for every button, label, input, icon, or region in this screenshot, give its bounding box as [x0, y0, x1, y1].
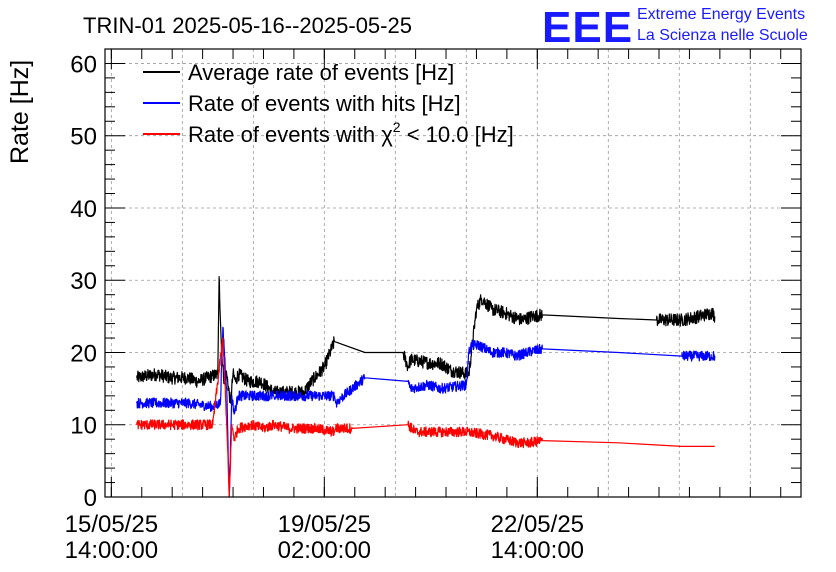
series-line-0 — [136, 276, 716, 404]
legend-label-hits: Rate of events with hits [Hz] — [188, 91, 461, 116]
legend: Average rate of events [Hz] Rate of even… — [143, 60, 514, 147]
y-tick-label: 30 — [70, 268, 97, 295]
chart-title: TRIN-01 2025-05-16--2025-05-25 — [83, 13, 412, 38]
y-axis: 0 10 20 30 40 50 60 — [70, 51, 801, 512]
legend-chi2-sup: 2 — [393, 119, 401, 135]
legend-item-hits: Rate of events with hits [Hz] — [143, 91, 461, 116]
x-tick-label-time: 14:00:00 — [65, 537, 158, 564]
y-tick-label: 40 — [70, 196, 97, 223]
brand-line-2: La Scienza nelle Scuole — [637, 27, 808, 44]
minor-ticks — [105, 48, 801, 497]
brand-line-1: Extreme Energy Events — [637, 6, 805, 23]
x-tick-label-time: 02:00:00 — [278, 537, 371, 564]
series-layer — [136, 276, 716, 498]
y-tick-label: 20 — [70, 340, 97, 367]
x-tick-label-date: 19/05/25 — [278, 511, 371, 538]
y-axis-label: Rate [Hz] — [6, 60, 34, 164]
legend-chi2-suffix: < 10.0 [Hz] — [401, 122, 514, 147]
plot-frame — [104, 48, 802, 498]
eee-logo: EEE Extreme Energy Events La Scienza nel… — [542, 3, 808, 52]
x-tick-label-date: 22/05/25 — [491, 511, 584, 538]
grid-lines — [105, 49, 801, 497]
legend-chi2-prefix: Rate of events with — [188, 122, 381, 147]
series-line-1 — [136, 326, 716, 498]
y-tick-label: 60 — [70, 51, 97, 78]
plot-area — [105, 49, 801, 497]
y-tick-label: 10 — [70, 413, 97, 440]
x-tick-label-time: 14:00:00 — [491, 537, 584, 564]
eee-logo-text: EEE — [542, 3, 633, 52]
legend-label-average: Average rate of events [Hz] — [188, 60, 454, 85]
legend-item-average: Average rate of events [Hz] — [143, 60, 454, 85]
x-tick-label-date: 15/05/25 — [65, 511, 158, 538]
y-tick-label: 50 — [70, 124, 97, 151]
y-tick-label: 0 — [84, 485, 97, 512]
series-line-2 — [136, 337, 715, 498]
legend-chi2-symbol: χ — [381, 122, 393, 147]
x-axis: 15/05/2514:00:0019/05/2502:00:0022/05/25… — [65, 49, 584, 564]
legend-label-chi2: Rate of events with χ2 < 10.0 [Hz] — [188, 119, 514, 147]
legend-item-chi2: Rate of events with χ2 < 10.0 [Hz] — [143, 119, 514, 147]
